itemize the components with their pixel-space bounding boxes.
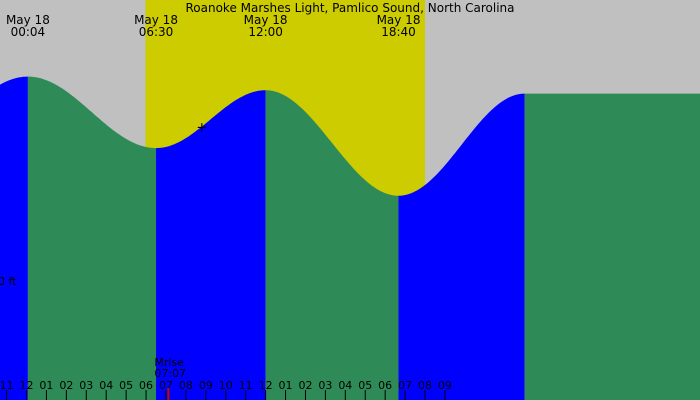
- x-tick-label: 03: [318, 379, 332, 392]
- tide-event-date: May 18: [244, 13, 288, 27]
- tide-event-time: 12:00: [248, 25, 283, 39]
- current-time-marker: +: [196, 121, 207, 136]
- tide-event-time: 00:04: [11, 25, 46, 39]
- moonrise-time: 07:07: [154, 367, 186, 380]
- x-tick-label: 07: [159, 379, 173, 392]
- falling-tide-segment: [524, 93, 700, 400]
- chart-title: Roanoke Marshes Light, Pamlico Sound, No…: [185, 1, 514, 15]
- x-tick-label: 03: [79, 379, 93, 392]
- zero-ft-label: 0 ft: [0, 275, 17, 288]
- x-tick-label: 06: [139, 379, 153, 392]
- x-tick-label: 06: [378, 379, 392, 392]
- x-tick-label: 08: [179, 379, 193, 392]
- x-tick-label: 02: [59, 379, 73, 392]
- tide-event-date: May 18: [134, 13, 178, 27]
- tide-event-date: May 18: [6, 13, 50, 27]
- rising-tide-segment: [156, 90, 266, 400]
- x-tick-label: 09: [438, 379, 452, 392]
- x-tick-label: 04: [99, 379, 113, 392]
- x-tick-label: 12: [20, 379, 34, 392]
- x-tick-label: 12: [259, 379, 273, 392]
- tide-segments: [0, 76, 700, 400]
- falling-tide-segment: [265, 90, 399, 400]
- falling-tide-segment: [27, 76, 157, 400]
- x-tick-label: 09: [199, 379, 213, 392]
- tide-event-date: May 18: [377, 13, 421, 27]
- rising-tide-segment: [0, 76, 28, 400]
- x-axis-ticks: 11 12 01 02 03 04 05 06 07 08 09 10 11 12 01 02 03 04 05 06…: [0, 379, 452, 400]
- moonrise-label: Mrise: [154, 356, 184, 369]
- x-tick-label: 11: [239, 379, 253, 392]
- x-tick-label: 01: [39, 379, 53, 392]
- x-tick-label: 11: [0, 379, 14, 392]
- x-tick-label: 08: [418, 379, 432, 392]
- x-tick-label: 05: [358, 379, 372, 392]
- x-tick-label: 05: [119, 379, 133, 392]
- x-tick-label: 07: [398, 379, 412, 392]
- tide-event-time: 18:40: [381, 25, 416, 39]
- x-tick-label: 04: [338, 379, 352, 392]
- x-tick-label: 02: [298, 379, 312, 392]
- rising-tide-segment: [398, 93, 525, 400]
- x-tick-label: 01: [279, 379, 293, 392]
- x-tick-label: 10: [219, 379, 233, 392]
- tide-event-time: 06:30: [139, 25, 174, 39]
